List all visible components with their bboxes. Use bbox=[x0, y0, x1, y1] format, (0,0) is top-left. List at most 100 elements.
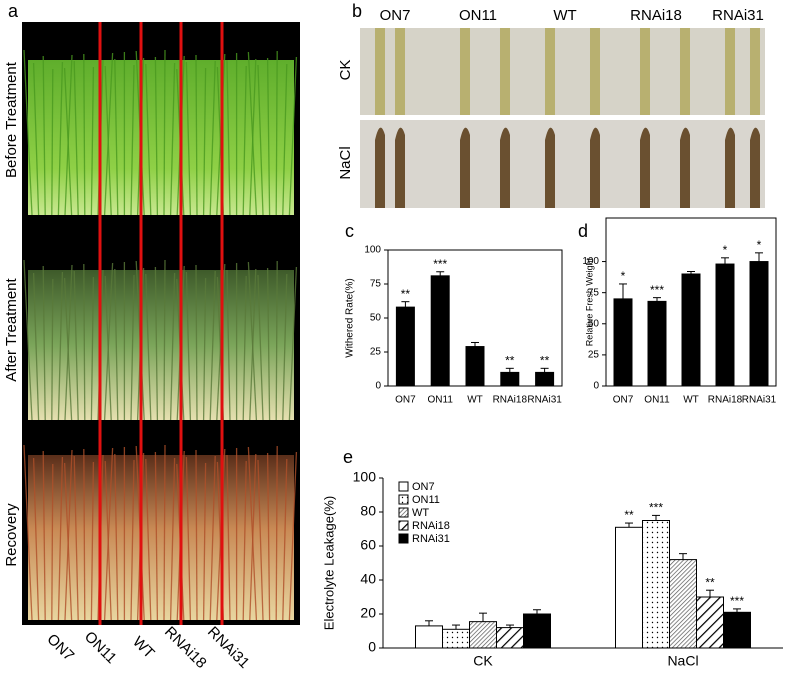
leaf bbox=[163, 49, 166, 216]
leaf bbox=[104, 65, 112, 216]
legend-swatch bbox=[398, 481, 409, 492]
bar bbox=[469, 621, 497, 649]
bar bbox=[395, 306, 415, 387]
leaf bbox=[226, 59, 231, 216]
leaf bbox=[288, 266, 298, 421]
y-tick-label: 25 bbox=[370, 347, 382, 358]
x-tick-label: ON11 bbox=[644, 395, 670, 406]
bar bbox=[465, 346, 485, 387]
panel-label: b bbox=[352, 1, 362, 21]
leaf bbox=[42, 265, 46, 421]
leaf bbox=[63, 277, 73, 421]
leaf bbox=[545, 28, 555, 115]
y-tick-label: 0 bbox=[375, 381, 381, 392]
y-tick-label: 100 bbox=[582, 256, 599, 267]
leaf bbox=[257, 459, 264, 621]
y-tick-label: 40 bbox=[360, 571, 376, 587]
bar bbox=[723, 611, 751, 649]
leaf bbox=[163, 259, 166, 421]
panel-label: d bbox=[578, 221, 588, 241]
significance-label: *** bbox=[650, 283, 664, 297]
leaf bbox=[590, 28, 600, 115]
bar bbox=[415, 625, 443, 649]
leaf bbox=[460, 28, 470, 115]
leaf bbox=[247, 446, 258, 621]
y-tick-label: 25 bbox=[588, 350, 600, 361]
leaf bbox=[42, 450, 46, 621]
column-label: ON7 bbox=[43, 631, 77, 665]
significance-label: ** bbox=[705, 575, 715, 589]
leaf bbox=[90, 276, 95, 421]
leaf bbox=[266, 452, 271, 621]
row-label: NaCl bbox=[337, 146, 354, 179]
leaf bbox=[288, 56, 298, 216]
leaf bbox=[209, 270, 216, 421]
leaf bbox=[242, 275, 247, 421]
leaf bbox=[185, 61, 192, 216]
leaf bbox=[640, 127, 650, 208]
leaf bbox=[83, 53, 86, 216]
leaf bbox=[169, 62, 176, 216]
y-tick-label: 50 bbox=[370, 313, 382, 324]
bar bbox=[647, 300, 667, 387]
row-label: After Treatment bbox=[3, 277, 20, 381]
y-tick-label: 60 bbox=[360, 537, 376, 553]
y-tick-label: 100 bbox=[364, 245, 381, 256]
leaf bbox=[247, 51, 258, 216]
legend-label: ON7 bbox=[412, 481, 435, 493]
y-tick-label: 0 bbox=[368, 639, 376, 655]
leaf bbox=[750, 28, 760, 115]
leaf bbox=[226, 269, 231, 421]
bar bbox=[615, 526, 643, 649]
bar bbox=[696, 596, 724, 649]
leaf bbox=[282, 273, 288, 421]
y-tick-label: 20 bbox=[360, 605, 376, 621]
leaf bbox=[90, 66, 95, 216]
legend-label: RNAi18 bbox=[412, 520, 450, 532]
leaf bbox=[169, 457, 176, 621]
leaf bbox=[114, 268, 119, 421]
leaf bbox=[145, 458, 152, 621]
leaf bbox=[500, 127, 510, 208]
leaf bbox=[288, 451, 298, 621]
legend-swatch bbox=[398, 520, 409, 531]
significance-label: *** bbox=[433, 257, 447, 271]
y-tick-label: 0 bbox=[593, 381, 599, 392]
leaf bbox=[185, 271, 192, 421]
leaf bbox=[500, 28, 510, 115]
significance-label: *** bbox=[730, 594, 744, 608]
leaf bbox=[32, 272, 40, 421]
leaf bbox=[460, 127, 470, 208]
leaf bbox=[282, 458, 288, 621]
leaf bbox=[169, 272, 176, 421]
significance-label: * bbox=[723, 243, 728, 257]
leaf bbox=[63, 67, 73, 216]
leaf bbox=[130, 274, 135, 421]
leaf bbox=[275, 260, 278, 421]
significance-label: *** bbox=[649, 501, 663, 515]
legend-swatch bbox=[398, 533, 409, 544]
x-tick-label: ON11 bbox=[428, 395, 454, 406]
leaf bbox=[395, 28, 405, 115]
x-tick-label: WT bbox=[467, 395, 483, 406]
leaf bbox=[130, 459, 135, 621]
leaf bbox=[209, 455, 216, 621]
leaf bbox=[242, 460, 247, 621]
leaf bbox=[104, 460, 112, 621]
column-label: WT bbox=[129, 633, 158, 662]
leaf bbox=[640, 28, 650, 115]
leaf bbox=[725, 127, 735, 208]
legend-label: WT bbox=[412, 507, 429, 519]
bar bbox=[681, 273, 701, 387]
leaf bbox=[257, 274, 264, 421]
leaf bbox=[73, 270, 79, 421]
leaf bbox=[680, 127, 690, 208]
bar bbox=[496, 627, 524, 649]
leaf bbox=[375, 127, 385, 208]
significance-label: ** bbox=[624, 508, 634, 522]
bar bbox=[430, 275, 450, 387]
x-tick-label: WT bbox=[683, 395, 699, 406]
y-tick-label: 50 bbox=[588, 318, 600, 329]
y-axis-label: Relative Fresh Weight bbox=[584, 257, 594, 346]
